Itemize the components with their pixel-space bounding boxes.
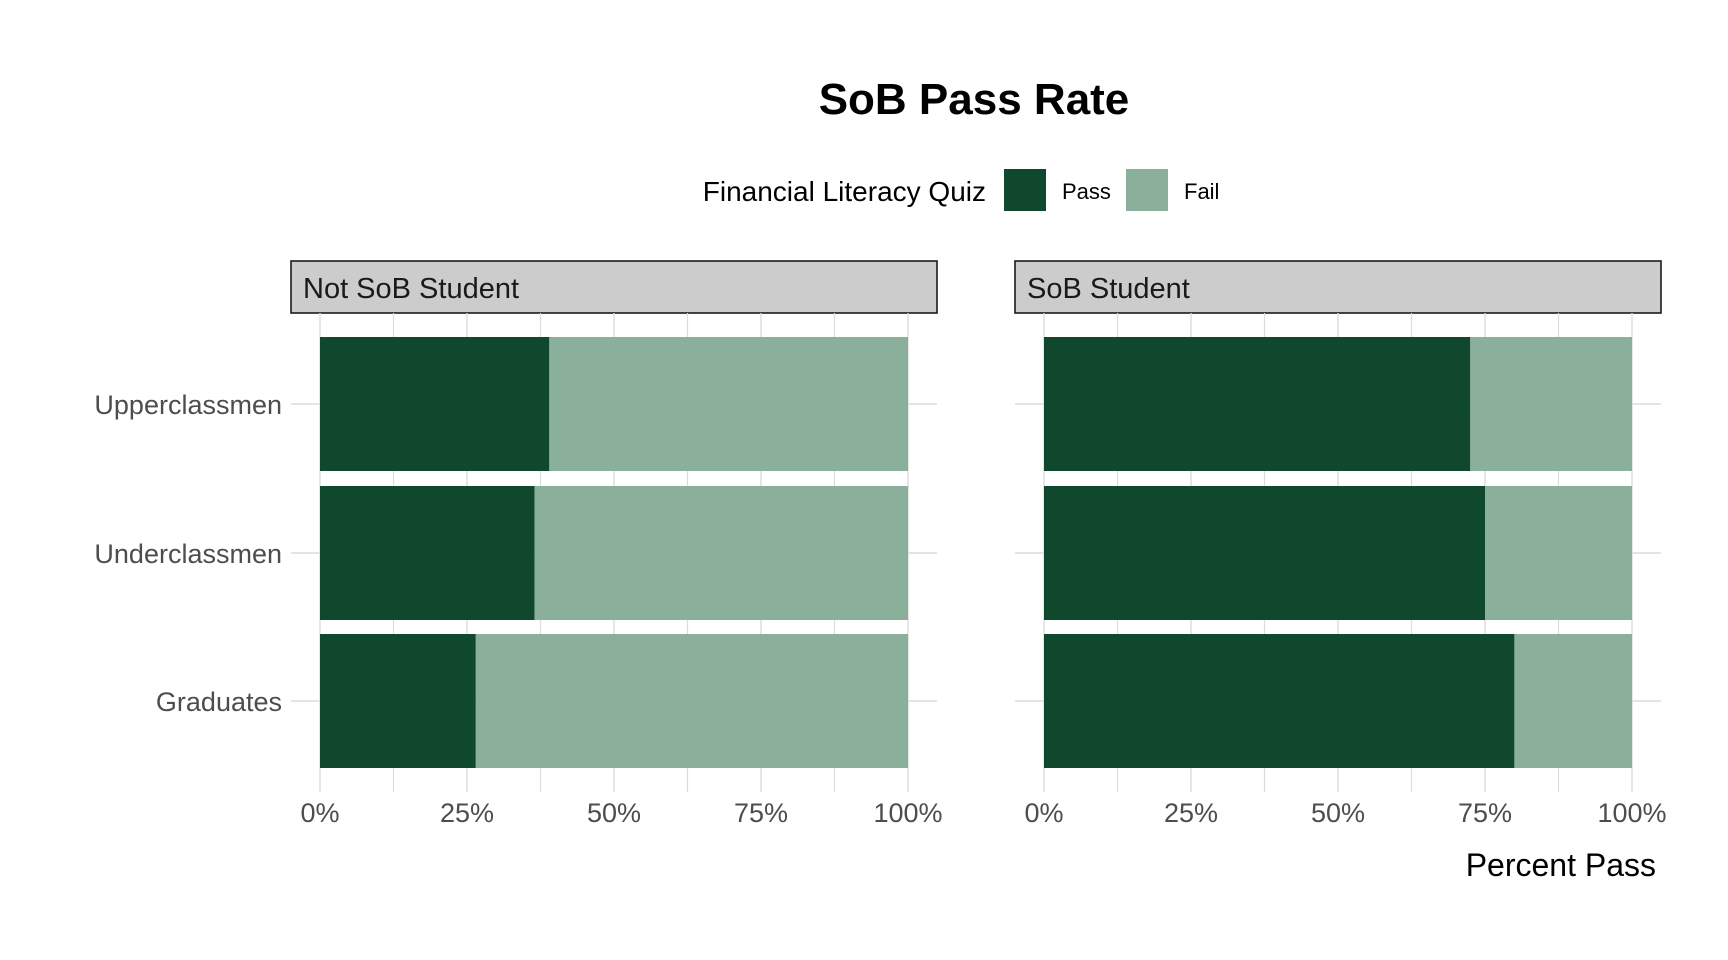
x-tick-label: 0% (300, 798, 339, 828)
bar-fail-upperclassmen (1470, 337, 1632, 471)
bar-pass-underclassmen (320, 486, 535, 620)
chart-title: SoB Pass Rate (819, 75, 1130, 124)
y-tick-label: Underclassmen (94, 539, 282, 569)
y-tick-label: Graduates (156, 687, 282, 717)
x-axis-title: Percent Pass (1466, 847, 1656, 883)
bar-pass-graduates (320, 634, 476, 768)
bar-pass-upperclassmen (1044, 337, 1471, 471)
legend-swatch-fail (1126, 169, 1168, 211)
facet-strip-label: SoB Student (1027, 273, 1190, 305)
legend-swatch-pass (1004, 169, 1046, 211)
facet-strip-label: Not SoB Student (303, 273, 519, 305)
legend-title: Financial Literacy Quiz (703, 176, 986, 207)
x-tick-label: 50% (587, 798, 641, 828)
bar-fail-graduates (1514, 634, 1632, 768)
legend-label-pass: Pass (1062, 179, 1111, 204)
x-tick-label: 75% (734, 798, 788, 828)
facet-strip (1014, 260, 1662, 314)
bar-pass-upperclassmen (320, 337, 550, 471)
x-tick-label: 50% (1311, 798, 1365, 828)
legend-label-fail: Fail (1184, 179, 1219, 204)
x-tick-label: 25% (1164, 798, 1218, 828)
x-tick-label: 0% (1024, 798, 1063, 828)
bar-fail-upperclassmen (549, 337, 908, 471)
x-tick-label: 25% (440, 798, 494, 828)
x-tick-label: 100% (1597, 798, 1666, 828)
x-tick-label: 75% (1458, 798, 1512, 828)
legend: Financial Literacy Quiz Pass Fail (703, 169, 1219, 211)
bar-fail-underclassmen (1485, 486, 1632, 620)
facet-strip (290, 260, 938, 314)
y-tick-label: Upperclassmen (94, 390, 282, 420)
facet-panel: Not SoB Student 0% 25% 50% 75% 100% Upperclass… (94, 260, 943, 828)
bar-pass-graduates (1044, 634, 1515, 768)
facet-panel: SoB Student 0% 25% 50% 75% 100% (1014, 260, 1667, 828)
bar-pass-underclassmen (1044, 486, 1485, 620)
x-tick-label: 100% (873, 798, 942, 828)
bar-fail-graduates (475, 634, 908, 768)
facet-panels: Not SoB Student 0% 25% 50% 75% 100% Upperclass… (94, 260, 1667, 828)
bar-fail-underclassmen (534, 486, 908, 620)
